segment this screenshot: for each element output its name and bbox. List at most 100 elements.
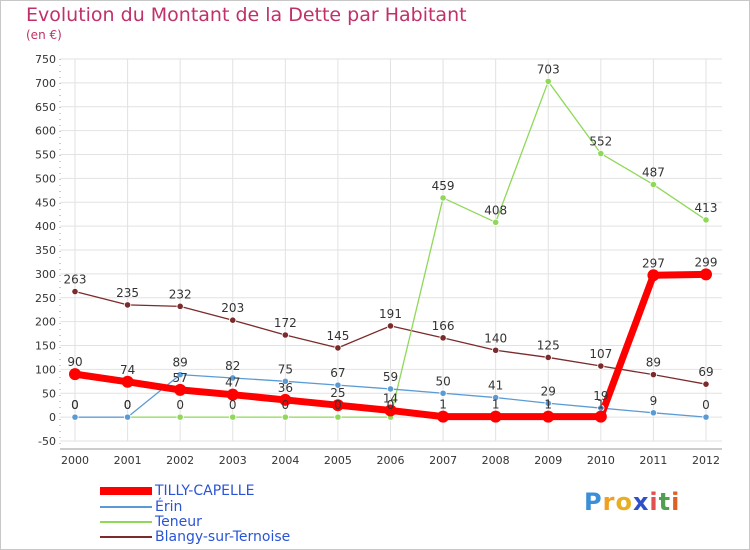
data-point — [281, 331, 289, 339]
data-label: 0 — [282, 398, 290, 412]
data-label: 413 — [695, 201, 718, 215]
data-point — [71, 287, 79, 296]
data-label: 29 — [541, 384, 556, 398]
y-tick-label: 400 — [35, 220, 56, 233]
y-tick-label: 300 — [35, 268, 56, 281]
y-tick-label: 150 — [35, 340, 56, 353]
data-point — [176, 302, 184, 310]
data-point — [647, 269, 660, 282]
data-point — [439, 334, 447, 342]
data-label: 0 — [702, 398, 710, 412]
y-tick-label: 600 — [35, 125, 56, 138]
data-point — [334, 381, 342, 389]
legend-swatch-tilly-capelle — [100, 487, 152, 495]
data-label: 89 — [646, 356, 661, 370]
legend-label-blangy-sur-ternoise: Blangy-sur-Ternoise — [155, 529, 291, 545]
y-tick-label: 500 — [35, 172, 56, 185]
data-point — [439, 389, 447, 397]
data-point — [386, 385, 395, 393]
y-tick-label: -50 — [38, 435, 56, 448]
y-tick-label: 50 — [42, 387, 56, 400]
data-point — [279, 393, 292, 406]
data-label: 82 — [225, 359, 240, 373]
data-label: 69 — [698, 365, 713, 379]
data-label: 140 — [484, 331, 507, 345]
x-tick-label: 2012 — [692, 454, 720, 467]
data-point — [334, 413, 342, 421]
data-point — [700, 268, 712, 281]
y-tick-label: 550 — [35, 149, 56, 162]
data-label: 0 — [334, 398, 342, 412]
data-point — [334, 344, 342, 352]
data-label: 125 — [537, 338, 560, 352]
data-label: 14 — [383, 391, 398, 405]
data-label: 89 — [173, 356, 188, 370]
data-point — [649, 409, 658, 417]
data-label: 1 — [492, 398, 500, 412]
data-label: 487 — [642, 166, 665, 180]
legend-swatch-erin — [100, 506, 152, 508]
y-tick-label: 750 — [35, 53, 56, 66]
data-point — [331, 399, 344, 412]
y-tick-label: 200 — [35, 316, 56, 329]
data-point — [281, 377, 289, 385]
x-tick-label: 2005 — [324, 454, 352, 467]
data-label: 107 — [589, 347, 612, 361]
chart-title: Evolution du Montant de la Dette par Hab… — [26, 4, 467, 26]
data-label: 235 — [116, 286, 139, 300]
y-tick-label: 450 — [35, 196, 56, 209]
data-label: 59 — [383, 370, 398, 384]
data-point — [386, 322, 395, 330]
data-label: 19 — [593, 389, 608, 403]
data-point — [123, 413, 132, 421]
data-point — [281, 413, 289, 421]
data-label: 703 — [537, 62, 560, 76]
legend-swatch-blangy-sur-ternoise — [100, 536, 152, 538]
data-label: 1 — [439, 398, 447, 412]
x-tick-label: 2006 — [377, 454, 405, 467]
data-label: 459 — [432, 179, 455, 193]
data-point — [71, 413, 79, 421]
data-point — [121, 375, 134, 388]
data-point — [649, 180, 658, 189]
data-label: 191 — [379, 307, 402, 321]
data-point — [226, 388, 239, 401]
data-label: 0 — [229, 398, 237, 412]
data-label: 232 — [169, 287, 192, 301]
x-tick-label: 2011 — [639, 454, 667, 467]
data-point — [439, 194, 447, 202]
data-point — [489, 410, 502, 423]
data-label: 0 — [71, 398, 79, 412]
data-point — [69, 368, 81, 381]
x-tick-label: 2010 — [587, 454, 615, 467]
data-point — [702, 216, 710, 224]
data-label: 25 — [330, 386, 345, 400]
data-label: 145 — [326, 329, 349, 343]
data-point — [544, 77, 552, 86]
x-tick-label: 2009 — [534, 454, 562, 467]
data-label: 67 — [330, 366, 345, 380]
data-label: 299 — [695, 255, 718, 269]
data-point — [542, 410, 555, 423]
data-point — [229, 413, 237, 421]
data-label: 36 — [278, 381, 293, 395]
data-label: 47 — [225, 376, 240, 390]
data-point — [176, 371, 184, 379]
data-label: 90 — [67, 355, 82, 369]
data-point — [649, 371, 658, 379]
x-tick-label: 2007 — [429, 454, 457, 467]
data-point — [597, 362, 605, 370]
x-tick-label: 2008 — [482, 454, 510, 467]
data-point — [544, 353, 552, 362]
data-label: 552 — [589, 135, 612, 149]
data-point — [594, 410, 607, 423]
data-point — [492, 346, 500, 354]
y-tick-label: 100 — [35, 363, 56, 376]
data-label: 0 — [387, 398, 395, 412]
data-point — [384, 404, 397, 417]
data-point — [437, 410, 450, 423]
data-label: 0 — [176, 398, 184, 412]
legend-label-erin: Érin — [155, 499, 183, 515]
data-point — [176, 413, 184, 421]
